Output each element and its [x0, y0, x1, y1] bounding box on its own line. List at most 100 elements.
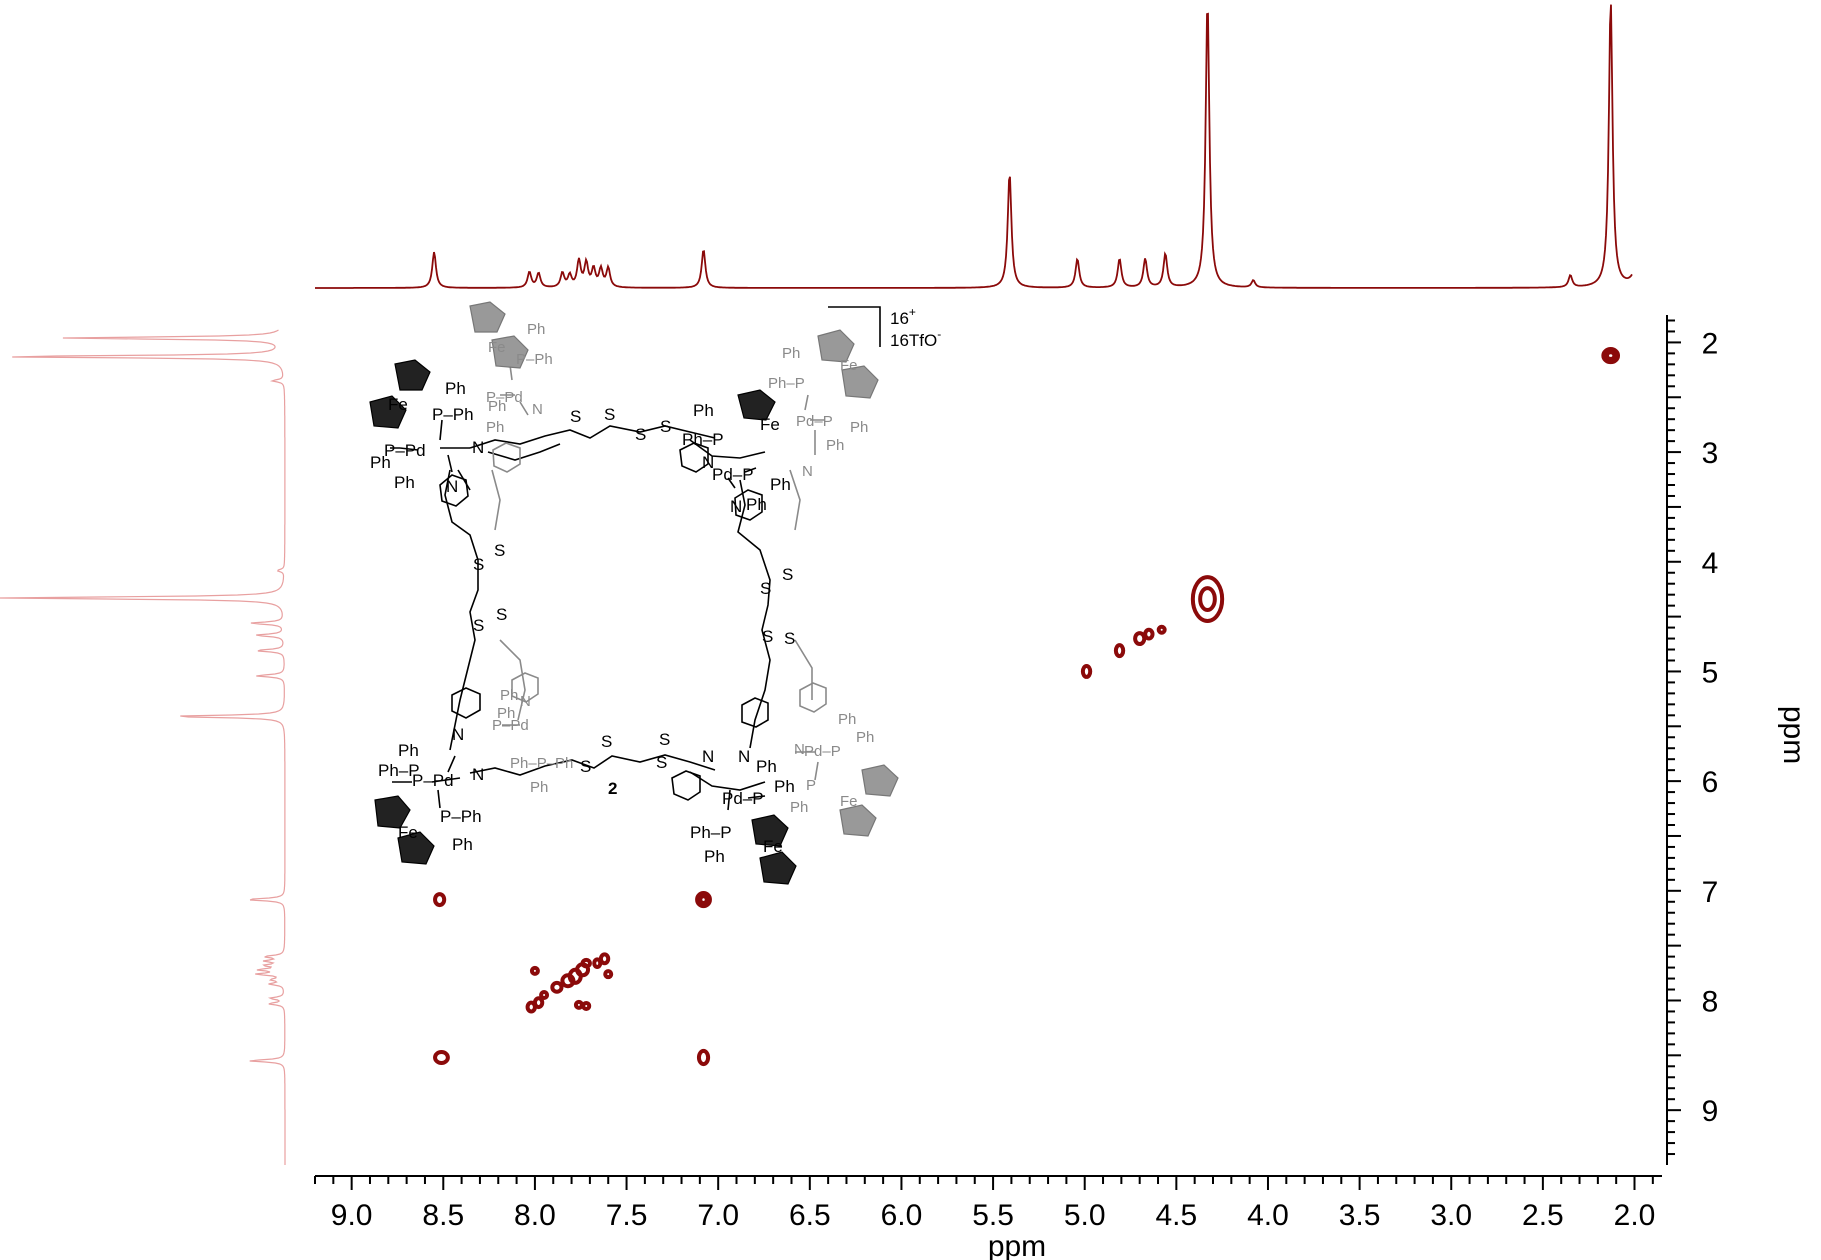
y-axis-title: ppm [1777, 706, 1810, 764]
cross-peak [573, 999, 584, 1010]
atom-label: S [782, 565, 793, 584]
atom-label: Ph–P [682, 430, 724, 449]
y-tick-label: 9 [1702, 1095, 1719, 1128]
atom-label: S [601, 732, 612, 751]
atom-label: Ph [398, 741, 419, 760]
atom-label: Ph [704, 847, 725, 866]
ferrocene-ring [759, 851, 797, 885]
atom-label: Ph [856, 729, 874, 746]
cross-peak [529, 965, 540, 976]
atom-label: Ph [394, 473, 415, 492]
ferrocene-ring [369, 395, 407, 429]
x-axis-title: ppm [988, 1230, 1046, 1260]
atom-label: Ph [774, 777, 795, 796]
atom-label: S [496, 605, 507, 624]
y-tick-label: 4 [1702, 547, 1719, 580]
ferrocene-ring [469, 301, 506, 333]
atom-label: N [702, 453, 714, 472]
x-axis-ticks: 9.0 8.5 8.0 7.5 7.0 6.5 6.0 5.5 5.0 4.5 4.0 3.5 3.0 2… [314, 1176, 1656, 1232]
atom-label: P–Pd [486, 389, 523, 406]
cross-peak-contour [698, 894, 709, 905]
cross-peak-contour [1605, 350, 1617, 361]
atom-label: S [784, 629, 795, 648]
cross-peaks [433, 347, 1621, 1067]
atom-label: Ph [693, 401, 714, 420]
cross-peak [695, 891, 712, 909]
atom-label: P–Pd [384, 441, 426, 460]
atom-label: Fe [388, 395, 408, 414]
molecular-structure: 16+ 16TfO- [369, 301, 941, 885]
atom-label: Fe [760, 415, 780, 434]
cross-peak [1601, 347, 1621, 365]
atom-label: S [473, 616, 484, 635]
atom-label: Ph–P–Ph [510, 755, 573, 772]
atom-label: Ph [497, 705, 515, 722]
cross-peak [598, 952, 611, 966]
atom-label: S [635, 425, 646, 444]
x-tick-label: 5.0 [1064, 1199, 1106, 1232]
atom-label: S [656, 753, 667, 772]
x-tick-label: 5.5 [972, 1199, 1014, 1232]
atom-label: S [660, 417, 671, 436]
ferrocene-ring [751, 814, 789, 847]
atom-label: Ph [770, 475, 791, 494]
cross-peak [1113, 643, 1126, 659]
cross-peak [1156, 624, 1167, 635]
atom-label: Ph [527, 321, 545, 338]
atom-labels-back: Ph Fe P–Ph P–Pd Ph N Ph Ph Ph–P Fe Pd–P … [486, 321, 874, 816]
x-tick-label: 2.0 [1614, 1199, 1656, 1232]
ferrocene-ring [491, 335, 529, 369]
y-axis-ticks: 2 3 4 5 6 7 8 9 [1667, 319, 1719, 1156]
atom-label: N [532, 401, 543, 418]
ferrocene-ring [841, 365, 879, 399]
cross-peak [433, 1050, 450, 1065]
cross-peak [550, 980, 564, 994]
atom-label: N [802, 463, 813, 480]
atom-label: N [738, 747, 750, 766]
y-tick-label: 2 [1702, 327, 1719, 360]
f2-projection-spectrum [315, 4, 1633, 289]
cross-peak [581, 1000, 592, 1011]
atom-label: Ph [488, 398, 506, 415]
cross-peak [433, 892, 447, 908]
counterion-label: 16TfO- [890, 327, 941, 350]
atom-label: S [604, 405, 615, 424]
x-tick-label: 8.0 [514, 1199, 556, 1232]
atom-label: P [806, 777, 816, 794]
cross-peak [1190, 575, 1225, 623]
atom-label: Ph [756, 757, 777, 776]
f1-projection-spectrum [0, 329, 286, 1165]
cross-peak [580, 957, 592, 969]
ferrocene-rings [369, 301, 899, 885]
atom-label: Ph [530, 779, 548, 796]
x-tick-label: 7.0 [697, 1199, 739, 1232]
atom-label: Ph [790, 799, 808, 816]
y-tick-label: 5 [1702, 656, 1719, 689]
atom-label: Ph [746, 495, 767, 514]
atom-label: P–Ph [432, 405, 474, 424]
x-tick-label: 3.5 [1339, 1199, 1381, 1232]
atom-label: Fe [840, 357, 858, 374]
ferrocene-ring [817, 329, 855, 363]
atom-labels: Ph Fe P–Ph P–Pd N Ph Ph N S S S S N Ph P… [370, 379, 795, 866]
ferrocene-ring [374, 795, 411, 829]
y-tick-label: 8 [1702, 985, 1719, 1018]
cross-peak [592, 957, 603, 970]
atom-label: Pd–P [796, 413, 833, 430]
atom-label: Ph [445, 379, 466, 398]
cross-peak [1133, 631, 1147, 647]
x-tick-label: 7.5 [606, 1199, 648, 1232]
atom-label: Fe [398, 823, 418, 842]
atom-label: N [702, 747, 714, 766]
atom-label: S [580, 757, 591, 776]
x-tick-label: 8.5 [422, 1199, 464, 1232]
compound-number: 2 [608, 779, 617, 798]
cross-peak-contour [1198, 586, 1217, 613]
x-tick-label: 3.0 [1430, 1199, 1472, 1232]
y-tick-label: 3 [1702, 437, 1719, 470]
atom-label: Ph [500, 687, 518, 704]
atom-label: S [760, 579, 771, 598]
atom-label: Pd–P [722, 789, 764, 808]
atom-label: N [520, 693, 531, 710]
atom-label: Ph–P [378, 761, 420, 780]
